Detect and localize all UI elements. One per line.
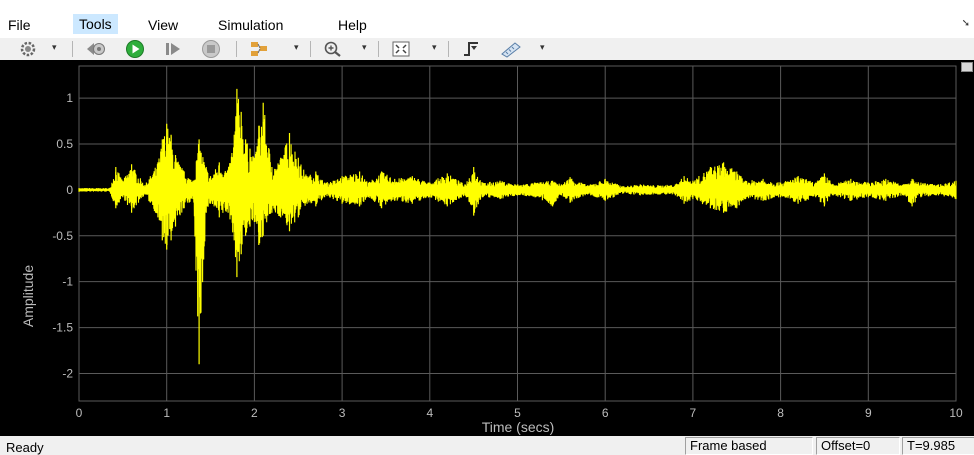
signal-dropdown-icon[interactable]: ▾ [294, 42, 299, 52]
undock-icon[interactable] [961, 62, 973, 72]
pin-arrow-icon[interactable]: ➘ [961, 18, 970, 29]
zoom-in-icon[interactable] [322, 40, 344, 58]
gear-icon[interactable] [18, 40, 38, 58]
status-bar: Ready Frame based Offset=0 T=9.985 [0, 436, 974, 455]
x-tick-label: 0 [76, 406, 83, 420]
menu-help[interactable]: Help [338, 17, 367, 33]
toolbar-separator [236, 41, 237, 57]
x-axis-label: Time (secs) [482, 419, 555, 435]
zoom-dropdown-icon[interactable]: ▾ [362, 42, 367, 52]
x-tick-label: 3 [339, 406, 346, 420]
status-ready: Ready [6, 440, 44, 455]
run-icon[interactable] [124, 40, 146, 58]
x-tick-label: 4 [426, 406, 433, 420]
y-tick-label: -0.5 [52, 229, 73, 243]
toolbar-separator [448, 41, 449, 57]
y-tick-label: 0 [66, 183, 73, 197]
y-axis-label: Amplitude [20, 265, 36, 327]
measurements-dropdown-icon[interactable]: ▾ [540, 42, 545, 52]
x-tick-label: 9 [865, 406, 872, 420]
stop-icon[interactable] [200, 40, 222, 58]
toolbar-separator [378, 41, 379, 57]
fit-dropdown-icon[interactable]: ▾ [432, 42, 437, 52]
signal-peaks [78, 88, 957, 365]
x-tick-label: 10 [949, 406, 963, 420]
amplitude-time-plot[interactable]: 0 1 2 3 4 5 6 7 8 9 10 1 0.5 0 -0.5 -1 -1.5 -2 Time (secs… [0, 60, 974, 436]
x-tick-label: 7 [690, 406, 697, 420]
measurements-icon[interactable] [498, 40, 524, 58]
y-tick-label: -2 [62, 366, 73, 380]
status-time: T=9.985 [902, 437, 974, 455]
menu-view[interactable]: View [148, 17, 179, 33]
toolbar-separator [310, 41, 311, 57]
x-tick-label: 8 [777, 406, 784, 420]
toolbar: ▾ ▾ ▾ ▾ ▾ [0, 38, 974, 60]
fit-to-view-icon[interactable] [390, 40, 412, 58]
y-tick-label: -1 [62, 275, 73, 289]
step-back-icon[interactable] [84, 40, 108, 58]
menu-simulation[interactable]: Simulation [218, 17, 284, 33]
step-forward-icon[interactable] [162, 40, 184, 58]
status-mode: Frame based [685, 437, 813, 455]
y-tick-label: 1 [66, 91, 73, 105]
menu-bar: File Tools View Simulation Help ➘ [0, 0, 974, 38]
x-tick-label: 5 [514, 406, 521, 420]
toolbar-separator [72, 41, 73, 57]
x-tick-label: 1 [163, 406, 170, 420]
triggers-icon[interactable] [460, 40, 482, 58]
signal-select-icon[interactable] [248, 40, 270, 58]
y-tick-label: -1.5 [52, 321, 73, 335]
x-tick-label: 2 [251, 406, 258, 420]
menu-file[interactable]: File [8, 17, 31, 33]
x-tick-label: 6 [602, 406, 609, 420]
status-offset: Offset=0 [816, 437, 900, 455]
y-tick-label: 0.5 [56, 137, 73, 151]
menu-tools[interactable]: Tools [73, 14, 118, 34]
scope-display[interactable]: 0 1 2 3 4 5 6 7 8 9 10 1 0.5 0 -0.5 -1 -1.5 -2 Time (secs… [0, 60, 974, 436]
gear-dropdown-icon[interactable]: ▾ [52, 42, 57, 52]
